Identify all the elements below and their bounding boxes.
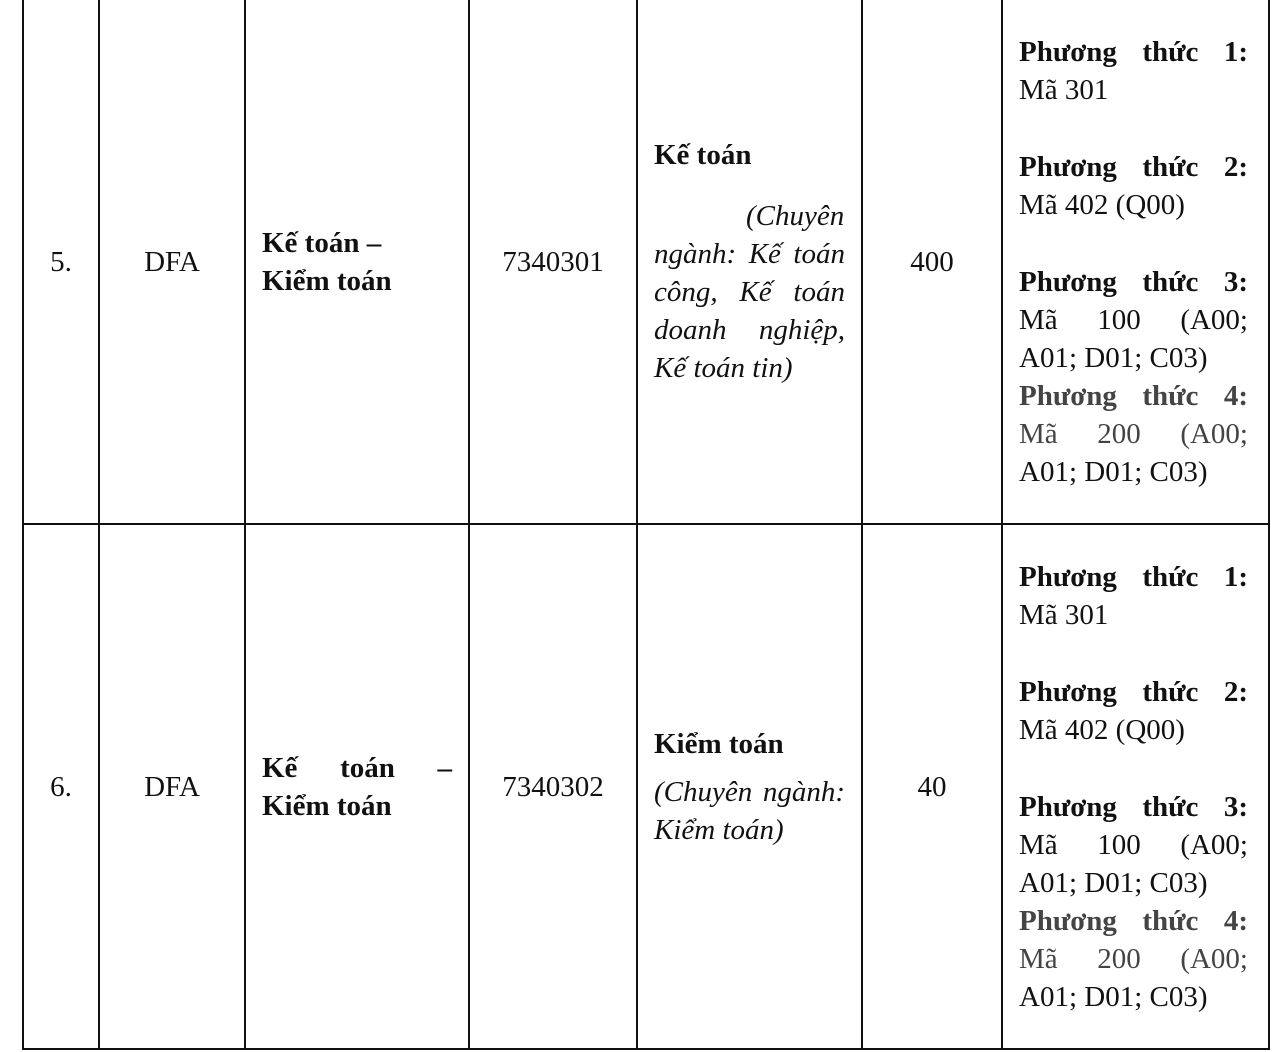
quota-cell: 400 [861,0,1003,525]
major-group-line: Kiểm toán [262,264,392,297]
major-group-line: Kế toán – [262,751,452,784]
major-code-cell: 7340302 [468,523,638,1050]
method-1: Phương thức 1: Mã 301 [1019,560,1248,631]
major-group-line: Kiểm toán [262,789,392,822]
major-name-cell: Kiểm toán (Chuyên ngành: Kiểm toán) [636,523,863,1050]
method-4: Phương thức 4: Mã 200 (A00; A01; D01; C03) [1019,904,1248,1013]
major-group-line: Kế toán – [262,226,382,259]
method-1: Phương thức 1: Mã 301 [1019,35,1248,106]
table-row: 6. DFA Kế toán – Kiểm toán 7340302 Kiểm … [22,523,1270,1050]
method-2: Phương thức 2: Mã 402 (Q00) [1019,150,1248,221]
major-title: Kiểm toán [654,727,784,760]
method-2: Phương thức 2: Mã 402 (Q00) [1019,675,1248,746]
method-4: Phương thức 4: Mã 200 (A00; A01; D01; C03) [1019,379,1248,488]
major-group-cell: Kế toán – Kiểm toán [244,0,470,525]
major-group-cell: Kế toán – Kiểm toán [244,523,470,1050]
stt-cell: 5. [22,0,100,525]
table-row: 5. DFA Kế toán – Kiểm toán 7340301 Kế to… [22,0,1270,525]
admission-table: 5. DFA Kế toán – Kiểm toán 7340301 Kế to… [22,0,1270,1050]
stt-cell: 6. [22,523,100,1050]
method-3: Phương thức 3: Mã 100 (A00; A01; D01; C03) [1019,265,1248,374]
major-code-cell: 7340301 [468,0,638,525]
major-title: Kế toán [654,139,752,171]
major-name-cell: Kế toán (Chuyên ngành: Kế toán công, Kế … [636,0,863,525]
school-code-cell: DFA [98,523,246,1050]
major-description: (Chuyên ngành: Kế toán công, Kế toán doa… [654,200,845,384]
methods-cell: Phương thức 1: Mã 301 Phương thức 2: Mã 40… [1001,0,1270,525]
quota-cell: 40 [861,523,1003,1050]
major-description: (Chuyên ngành: Kiểm toán) [654,775,845,846]
school-code-cell: DFA [98,0,246,525]
method-3: Phương thức 3: Mã 100 (A00; A01; D01; C03) [1019,790,1248,899]
methods-cell: Phương thức 1: Mã 301 Phương thức 2: Mã 40… [1001,523,1270,1050]
